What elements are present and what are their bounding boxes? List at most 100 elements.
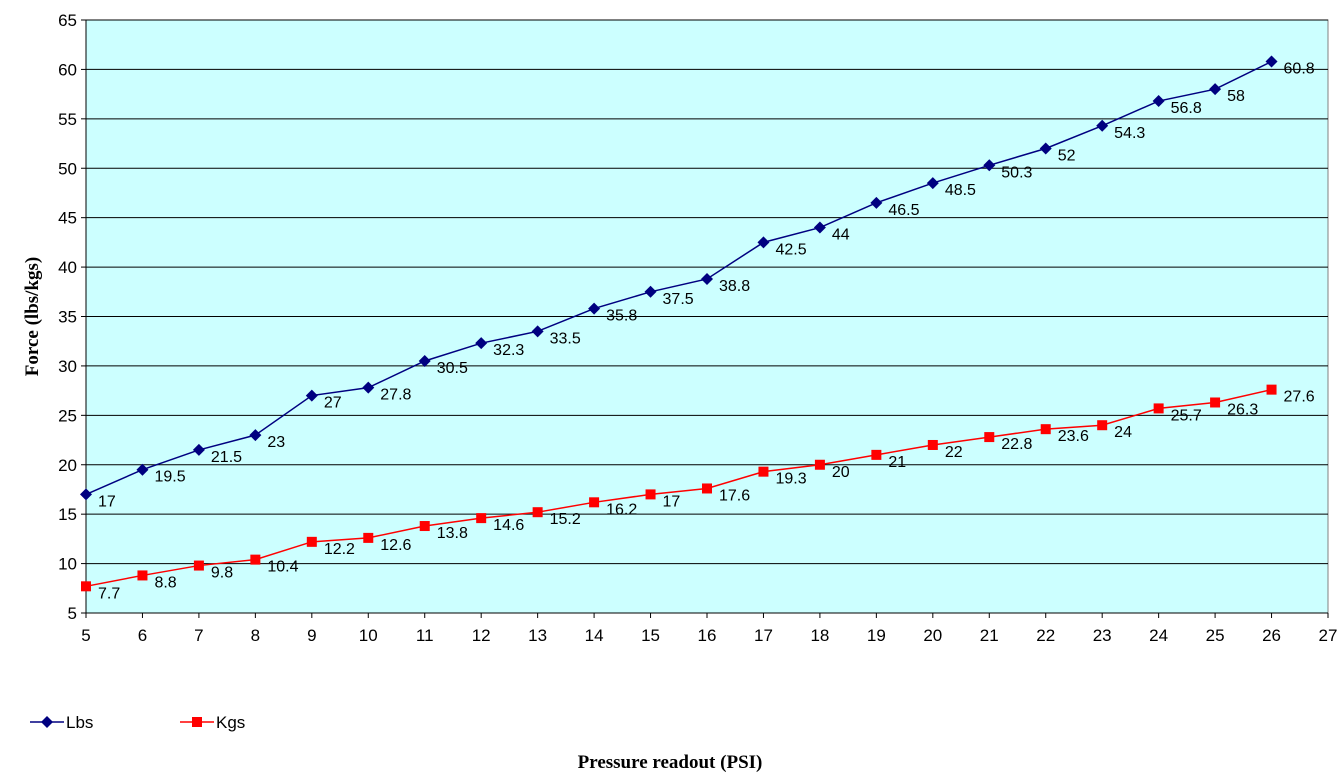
data-point-kgs [532,507,543,518]
x-tick-label: 7 [194,626,203,645]
data-label-kgs: 21 [888,454,906,471]
data-point-kgs [476,513,487,524]
x-tick-label: 12 [472,626,491,645]
data-point-lbs [1096,119,1109,132]
axes: 5 10 15 20 25 30 35 40 45 50 55 60 65 5 6 7 8 9 10 11 12 13 14… [58,11,1337,645]
data-point-kgs [702,483,712,494]
x-tick-label: 15 [641,626,660,645]
data-label-kgs: 9.8 [211,565,233,582]
x-tick-label: 23 [1093,626,1112,645]
data-point-kgs [306,536,317,547]
x-tick-label: 19 [867,626,886,645]
data-label-lbs: 44 [832,227,850,244]
data-point-lbs [1039,142,1052,155]
data-label-kgs: 25.7 [1171,407,1202,424]
y-tick-label: 65 [58,11,77,30]
series [80,55,1278,592]
data-label-lbs: 58 [1227,88,1245,105]
data-labels: 17 19.5 21.5 23 27 27.8 30.5 32.3 33.5 35.8 37.5 38… [98,61,1315,603]
data-label-lbs: 38.8 [719,278,750,295]
data-label-kgs: 23.6 [1058,428,1089,445]
data-label-lbs: 32.3 [493,342,524,359]
data-point-kgs [927,439,938,450]
x-tick-label: 18 [810,626,829,645]
data-label-kgs: 15.2 [550,511,581,528]
data-label-kgs: 17.6 [719,487,750,504]
data-point-kgs [589,497,600,508]
data-label-lbs: 50.3 [1001,164,1032,181]
y-tick-label: 30 [58,357,77,376]
legend-marker [192,717,202,727]
data-label-kgs: 27.6 [1284,389,1315,406]
data-point-kgs [758,466,769,477]
data-label-kgs: 12.2 [324,541,355,558]
x-tick-label: 9 [307,626,316,645]
x-tick-label: 20 [923,626,942,645]
y-axis-title: Force (lbs/kgs) [22,257,43,376]
data-point-lbs [1265,55,1278,68]
data-label-lbs: 27 [324,395,342,412]
data-label-lbs: 30.5 [437,360,468,377]
data-label-kgs: 10.4 [267,559,298,576]
series-line-kgs [85,388,1272,588]
y-tick-label: 5 [68,604,77,623]
y-tick-label: 15 [58,505,77,524]
x-tick-label: 14 [585,626,604,645]
legend-label: Lbs [66,713,93,732]
data-label-kgs: 22 [945,444,963,461]
data-point-lbs [475,337,488,350]
data-point-kgs [645,489,656,500]
data-point-lbs [588,302,601,315]
x-tick-label: 25 [1206,626,1225,645]
y-tick-label: 40 [58,258,77,277]
legend-marker [41,716,53,728]
data-label-lbs: 42.5 [775,241,806,258]
data-label-kgs: 26.3 [1227,401,1258,418]
data-label-lbs: 21.5 [211,449,242,466]
data-point-lbs [644,285,657,298]
data-label-kgs: 7.7 [98,585,120,602]
x-tick-label: 21 [980,626,999,645]
data-point-kgs [1210,397,1221,408]
data-point-lbs [926,177,939,190]
data-point-lbs [531,325,544,338]
data-point-kgs [871,449,882,460]
data-point-lbs [249,429,262,442]
x-tick-label: 26 [1262,626,1281,645]
data-label-kgs: 13.8 [437,525,468,542]
x-axis-title: Pressure readout (PSI) [578,752,763,773]
data-label-kgs: 14.6 [493,517,524,534]
y-tick-label: 20 [58,456,77,475]
data-point-kgs [814,459,825,470]
data-point-lbs [418,354,431,367]
x-tick-label: 5 [81,626,90,645]
x-tick-label: 13 [528,626,547,645]
data-point-kgs [984,432,995,443]
data-point-lbs [1152,95,1165,108]
data-label-kgs: 16.2 [606,501,637,518]
data-label-kgs: 24 [1114,424,1132,441]
data-point-lbs [305,389,318,402]
y-tick-label: 35 [58,308,77,327]
data-label-lbs: 17 [98,493,116,510]
data-point-lbs [757,236,770,249]
data-label-lbs: 19.5 [154,469,185,486]
x-tick-label: 24 [1149,626,1168,645]
data-label-kgs: 20 [832,464,850,481]
data-label-lbs: 27.8 [380,387,411,404]
data-label-kgs: 22.8 [1001,436,1032,453]
data-point-lbs [813,221,826,234]
data-point-lbs [362,381,375,394]
data-point-lbs [701,272,713,285]
y-tick-label: 50 [58,159,77,178]
data-label-lbs: 48.5 [945,182,976,199]
legend-item-lbs: Lbs [30,713,93,732]
y-tick-label: 10 [58,555,77,574]
data-point-lbs [192,443,205,456]
data-point-kgs [419,521,430,532]
x-tick-label: 17 [754,626,773,645]
data-label-kgs: 17 [663,493,681,510]
data-point-lbs [136,463,149,476]
data-point-kgs [137,570,148,581]
